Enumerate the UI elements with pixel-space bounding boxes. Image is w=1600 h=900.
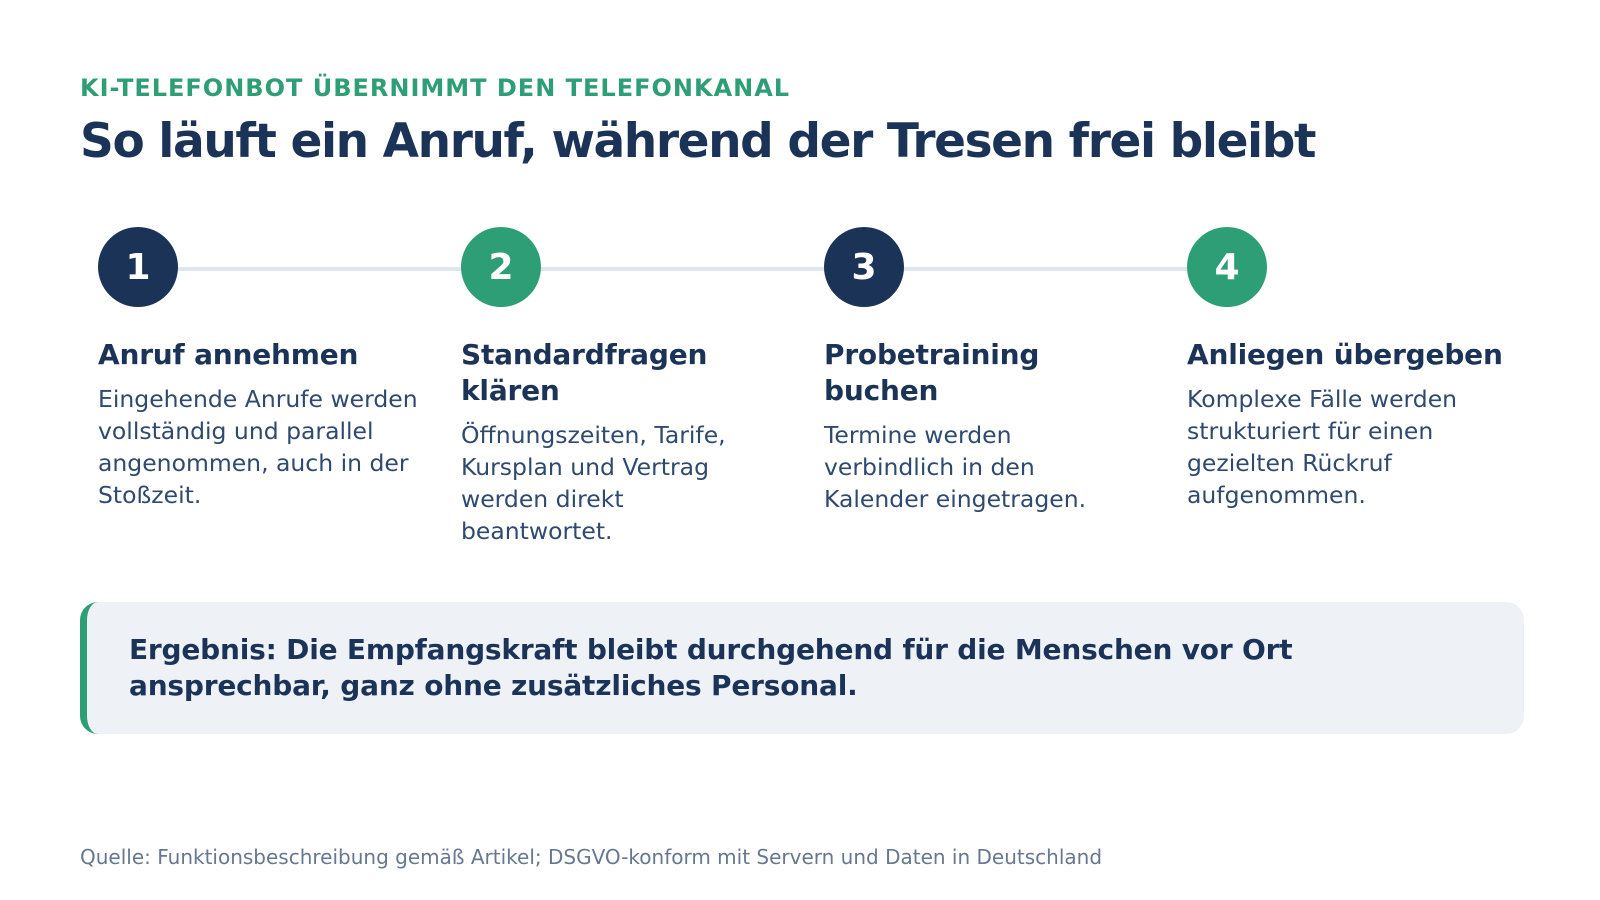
- step-2-number-badge: 2: [461, 227, 541, 307]
- step-4: 4 Anliegen übergeben Komplexe Fälle werd…: [1187, 227, 1537, 511]
- step-1-title: Anruf annehmen: [98, 338, 359, 371]
- result-callout: Ergebnis: Die Empfangskraft bleibt durch…: [80, 602, 1524, 734]
- step-4-title: Anliegen übergeben: [1187, 338, 1503, 371]
- step-2-title: Standardfragen klären: [461, 338, 708, 407]
- step-3-title: Probetraining buchen: [824, 338, 1040, 407]
- steps-connector-line: [138, 267, 1264, 271]
- step-3-description: Termine werden verbindlich in den Kalend…: [824, 421, 1087, 513]
- step-1: 1 Anruf annehmen Eingehende Anrufe werde…: [98, 227, 438, 511]
- page-title: So läuft ein Anruf, während der Tresen f…: [80, 114, 1316, 169]
- step-4-description: Komplexe Fälle werden strukturiert für e…: [1187, 385, 1458, 509]
- step-3: 3 Probetraining buchen Termine werden ve…: [824, 227, 1144, 515]
- source-note: Quelle: Funktionsbeschreibung gemäß Arti…: [80, 845, 1103, 869]
- result-text: Ergebnis: Die Empfangskraft bleibt durch…: [129, 633, 1293, 702]
- step-2-description: Öffnungszeiten, Tarife, Kursplan und Ver…: [461, 421, 726, 545]
- step-1-number-badge: 1: [98, 227, 178, 307]
- step-4-number-badge: 4: [1187, 227, 1267, 307]
- step-1-description: Eingehende Anrufe werden vollständig und…: [98, 385, 418, 509]
- step-2: 2 Standardfragen klären Öffnungszeiten, …: [461, 227, 781, 547]
- eyebrow-label: KI-TELEFONBOT ÜBERNIMMT DEN TELEFONKANAL: [80, 74, 791, 102]
- step-3-number-badge: 3: [824, 227, 904, 307]
